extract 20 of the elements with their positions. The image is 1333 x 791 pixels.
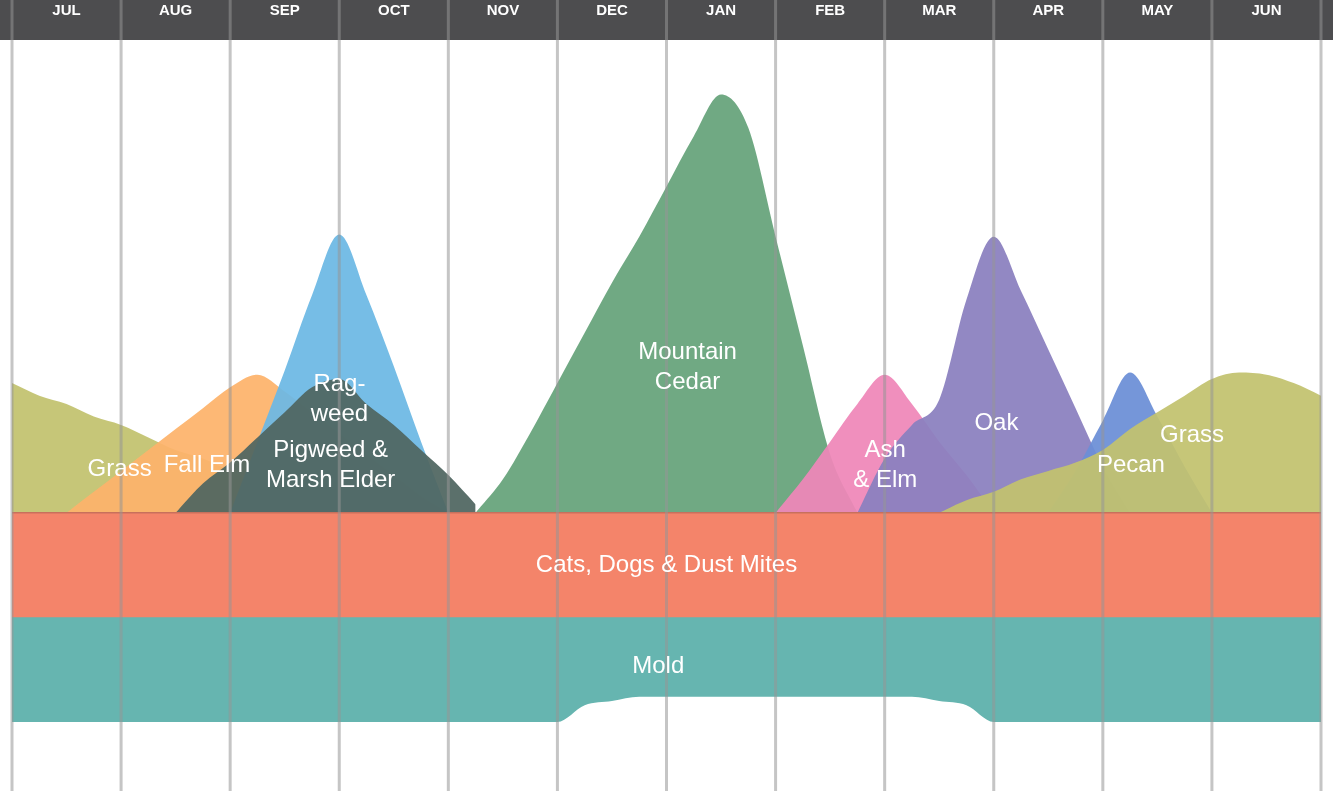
x-tick-label: JAN <box>706 1 737 19</box>
x-tick-label: DEC <box>596 1 628 19</box>
series-label: Pigweed & Marsh Elder <box>265 435 396 493</box>
x-tick-label: JUL <box>52 1 81 19</box>
x-tick-label: NOV <box>486 1 520 19</box>
x-tick-label: SEP <box>269 1 300 19</box>
x-tick-label: MAY <box>1141 1 1174 19</box>
series-label: Mountain Cedar <box>638 336 737 394</box>
series-label: Grass <box>1160 419 1225 447</box>
series-label: Cats, Dogs & Dust Mites <box>535 549 798 577</box>
series-label: Pecan <box>1096 450 1165 478</box>
x-tick-label: JUN <box>1251 1 1282 19</box>
x-tick-label: APR <box>1032 1 1065 19</box>
x-tick-label: OCT <box>377 1 410 19</box>
series-label: Grass <box>87 454 152 482</box>
x-tick-label: FEB <box>815 1 846 19</box>
series-label: Oak <box>974 408 1020 436</box>
x-tick-label: MAR <box>922 1 957 19</box>
x-tick-label: AUG <box>158 1 193 19</box>
series-label: Mold <box>632 651 685 679</box>
